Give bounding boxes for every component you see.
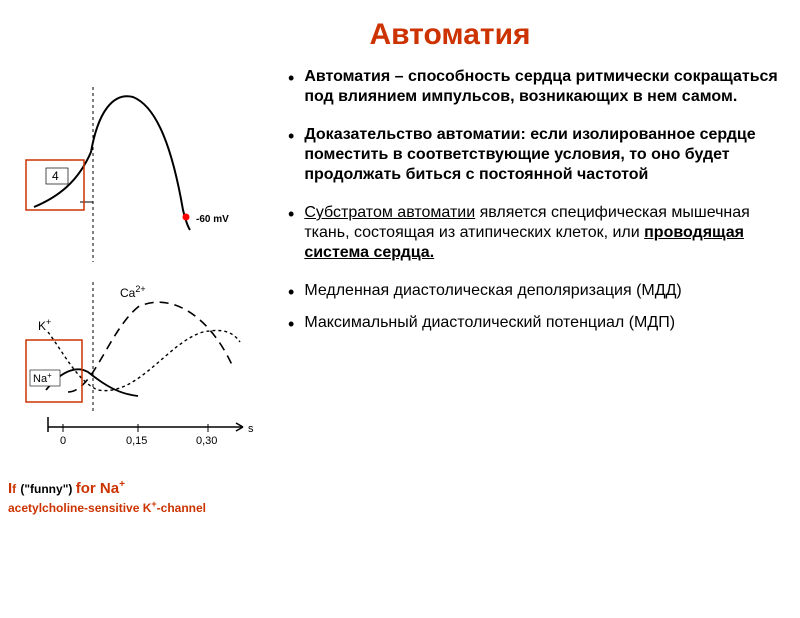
bullet-icon: • [288,204,294,263]
bullet-4: • Медленная диастолическая деполяризация… [288,281,798,303]
xtick-2: 0,30 [196,435,217,447]
text-column: • Автоматия – способность сердца ритмиче… [278,62,798,515]
bullet-1: • Автоматия – способность сердца ритмиче… [288,67,798,107]
bullet-2: • Доказательство автоматии: если изолиро… [288,125,798,185]
bullet-text: Максимальный диастолический потенциал (М… [304,313,675,335]
xtick-0: 0 [60,435,66,447]
bullet-3: • Субстратом автоматии является специфич… [288,203,798,263]
bullet-text: Медленная диастолическая деполяризация (… [304,281,681,303]
bullet-icon: • [288,68,294,107]
phase4-label: 4 [52,169,59,183]
if-caption: If ("funny") for Na+ [8,479,278,497]
page-title: Автоматия [100,18,800,52]
bullet-text: Субстратом автоматии является специфичес… [304,203,798,263]
action-potential-chart: -60 mV 4 0 0,15 0,30 s Ca2+ [8,72,268,472]
bullet-5: • Максимальный диастолический потенциал … [288,313,798,335]
k-label: K+ [38,317,51,333]
x-unit: s [248,423,254,435]
bullet-icon: • [288,126,294,185]
bullet-text: Доказательство автоматии: если изолирова… [304,125,798,185]
bullet-icon: • [288,282,294,303]
xtick-1: 0,15 [126,435,147,447]
ca-label: Ca2+ [120,284,146,300]
chart-column: -60 mV 4 0 0,15 0,30 s Ca2+ [0,62,278,515]
content-row: -60 mV 4 0 0,15 0,30 s Ca2+ [0,62,800,515]
ach-caption: acetylcholine-sensitive K+-channel [8,499,278,515]
mv-label: -60 mV [196,214,229,225]
bullet-text: Автоматия – способность сердца ритмическ… [304,67,798,107]
bullet-icon: • [288,314,294,335]
